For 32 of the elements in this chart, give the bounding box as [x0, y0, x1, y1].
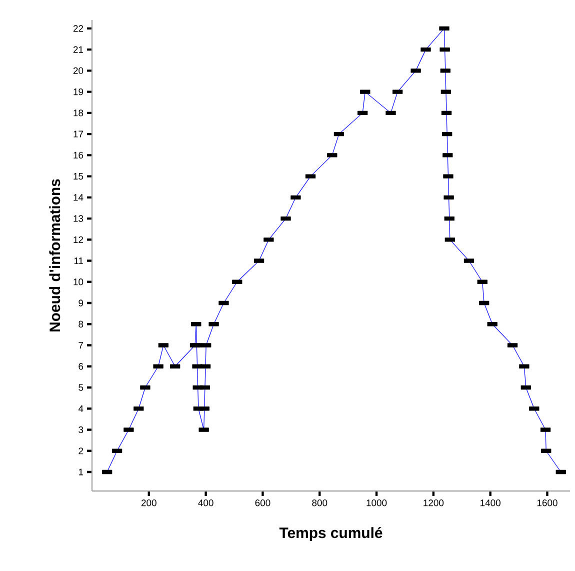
y-tick-label: 9 [78, 300, 84, 306]
y-tick-label: 21 [73, 46, 84, 53]
y-tick-label: 13 [74, 215, 84, 222]
y-tick-label: 20 [73, 67, 84, 74]
y-tick-label: 15 [74, 172, 84, 180]
y-tick-label: 19 [74, 88, 84, 96]
y-tick-label: 6 [78, 363, 84, 370]
y-tick-label: 22 [73, 25, 84, 32]
x-tick-label: 1200 [424, 500, 444, 506]
x-tick-label: 800 [312, 500, 328, 506]
y-tick-label: 16 [74, 152, 84, 159]
x-axis-title: Temps cumulé [279, 526, 382, 542]
y-tick-label: 3 [78, 426, 84, 434]
x-tick-label: 1400 [480, 500, 500, 506]
x-tick-label: 400 [198, 500, 214, 506]
y-tick-label: 8 [78, 320, 84, 328]
y-tick-label: 17 [74, 130, 84, 138]
y-tick-label: 4 [78, 405, 84, 412]
y-tick-label: 18 [74, 110, 84, 116]
x-tick-label: 200 [141, 500, 156, 506]
y-tick-label: 5 [78, 384, 84, 391]
y-tick-label: 11 [74, 258, 84, 264]
x-tick-label: 600 [255, 500, 270, 506]
x-tick-label: 1000 [366, 500, 387, 506]
y-tick-label: 1 [78, 468, 84, 476]
y-tick-label: 12 [74, 236, 84, 243]
x-tick-label: 1600 [537, 500, 558, 506]
y-axis-title: Noeud d'informations [49, 179, 60, 332]
y-tick-label: 14 [74, 194, 84, 201]
y-tick-label: 2 [78, 448, 84, 454]
y-tick-label: 10 [74, 278, 84, 286]
y-tick-label: 7 [78, 342, 84, 349]
